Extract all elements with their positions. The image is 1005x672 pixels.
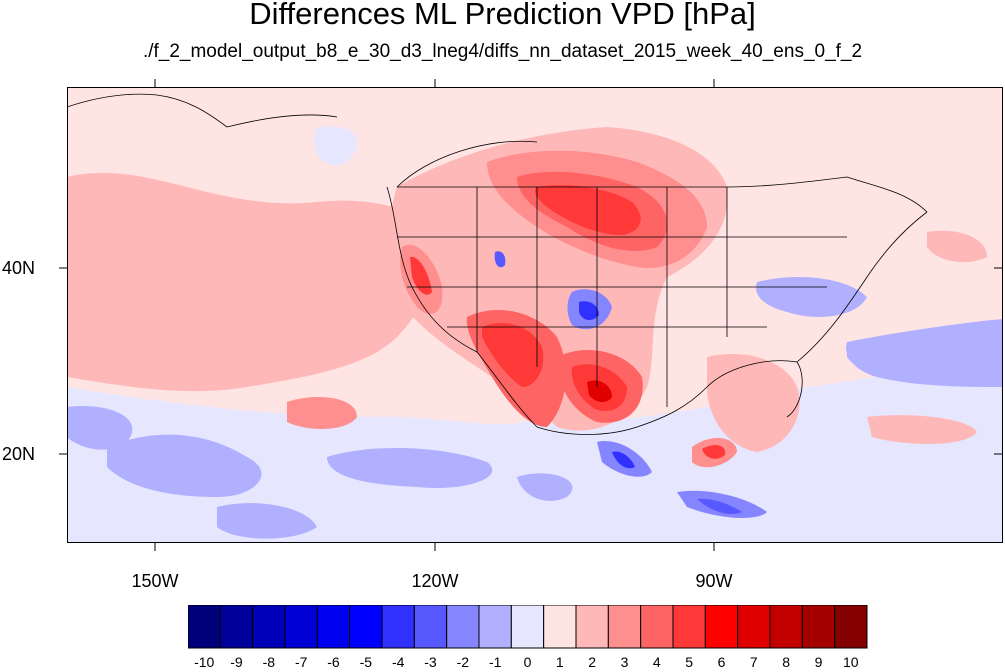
colorbar-swatch	[672, 605, 706, 649]
negative-region-colorado	[579, 301, 599, 321]
colorbar-swatch	[704, 605, 739, 649]
colorbar-swatch	[381, 605, 415, 649]
colorbar-tick-label: -8	[262, 654, 276, 670]
positive-region-atlantic	[867, 415, 977, 444]
colorbar-tick-label: 9	[814, 654, 823, 670]
negative-region-east-atlantic	[847, 342, 897, 373]
colorbar-tick-label: 7	[749, 654, 758, 670]
positive-region-northeast	[927, 230, 987, 263]
colorbar-tick-label: -2	[456, 654, 470, 670]
positive-region-pacific	[67, 172, 436, 392]
negative-region-central-america	[697, 498, 742, 515]
colorbar-swatch	[349, 605, 383, 649]
colorbar-tick-label: 6	[717, 654, 726, 670]
lon-label-90w: 90W	[695, 571, 733, 591]
colorbar-swatch	[219, 605, 254, 649]
colorbar-tick-label: -4	[391, 654, 405, 670]
colorbar-swatch	[413, 605, 448, 649]
negative-region-pacific	[67, 406, 133, 450]
lat-label-20n: 20N	[2, 444, 36, 464]
colorbar-swatch	[543, 605, 577, 649]
coastlines-and-borders	[67, 93, 928, 435]
colorbar-tick-label: 4	[652, 654, 661, 670]
colorbar-swatch	[284, 605, 318, 649]
colorbar-tick-label: -6	[327, 654, 340, 670]
positive-region-california	[410, 256, 432, 295]
lon-label-150w: 150W	[131, 571, 179, 591]
colorbar-tick-label: -3	[424, 654, 437, 670]
negative-region-pacific	[517, 473, 573, 501]
colorbar-swatch	[737, 605, 771, 649]
positive-region-texas	[587, 380, 612, 403]
colorbar-tick-label: 5	[685, 654, 694, 670]
positive-region-southwest	[482, 323, 544, 387]
colorbar-swatch	[188, 605, 221, 649]
positive-region-pacific	[287, 397, 357, 429]
colorbar-tick-label: -1	[488, 654, 502, 670]
colorbar-tick-label: 8	[782, 654, 791, 670]
vpd-difference-map	[67, 87, 1003, 543]
colorbar-swatch	[575, 605, 609, 649]
colorbar-tick-label: 3	[620, 654, 629, 670]
colorbar-swatch	[769, 605, 803, 649]
colorbar-tick-label: 0	[523, 654, 532, 670]
chart-subtitle: ./f_2_model_output_b8_e_30_d3_lneg4/diff…	[142, 41, 863, 62]
lat-label-40n: 40N	[2, 258, 36, 278]
colorbar	[188, 605, 868, 649]
colorbar-tick-label: -10	[194, 654, 215, 670]
colorbar-swatch	[478, 605, 512, 649]
negative-region-utah	[494, 251, 506, 268]
colorbar-tick-label: 10	[843, 654, 859, 670]
negative-region-pacific	[327, 447, 493, 488]
negative-region-north-pacific	[314, 126, 357, 166]
colorbar-swatch	[801, 605, 836, 649]
colorbar-swatch	[252, 605, 286, 649]
colorbar-swatch	[640, 605, 674, 649]
negative-region-pacific	[107, 434, 262, 497]
colorbar-swatch	[446, 605, 480, 649]
colorbar-swatch	[510, 605, 545, 649]
colorbar-swatch	[834, 605, 868, 649]
map-panel	[67, 87, 1003, 543]
positive-region-atlantic	[707, 353, 800, 452]
colorbar-tick-label: -7	[294, 654, 308, 670]
colorbar-tick-label: -9	[230, 654, 243, 670]
colorbar-swatch	[316, 605, 351, 649]
colorbar-tick-label: -5	[359, 654, 373, 670]
lon-label-120w: 120W	[411, 571, 459, 591]
negative-region-mexico-coast	[612, 451, 635, 469]
colorbar-tick-label: 2	[588, 654, 597, 670]
chart-title: Differences ML Prediction VPD [hPa]	[249, 0, 756, 31]
positive-region-great-plains	[535, 185, 641, 235]
colorbar-tick-label: 1	[555, 654, 564, 670]
positive-region-caribbean	[702, 445, 726, 459]
colorbar-swatch	[607, 605, 642, 649]
negative-region-pacific	[217, 503, 317, 539]
